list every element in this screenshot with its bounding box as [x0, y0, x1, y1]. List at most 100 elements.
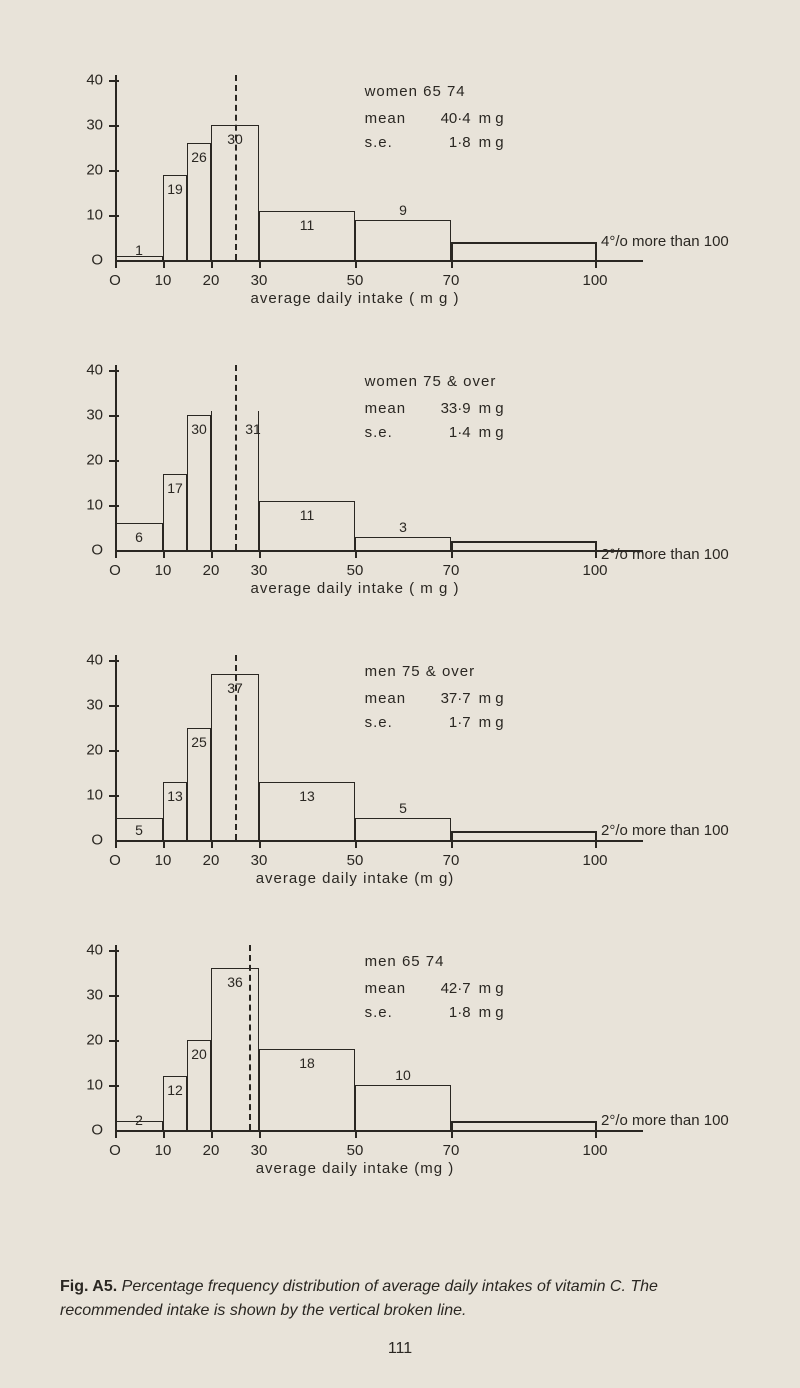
x-tick: [211, 550, 213, 558]
chart-stats: men 65 74mean42·7m gs.e.1·8m g: [365, 950, 504, 1024]
y-tick: [109, 170, 119, 172]
bar-value-label: 11: [300, 507, 315, 523]
y-tick-label: O: [91, 832, 109, 849]
histogram-bar: [451, 541, 595, 543]
y-tick-label: 10: [86, 497, 109, 514]
bar-value-label: 6: [135, 529, 143, 545]
bar-value-label: 17: [167, 480, 183, 496]
x-tick-label: O: [109, 852, 121, 869]
bar-value-label: 37: [227, 680, 243, 696]
x-tick: [163, 840, 165, 848]
x-tick-label: 100: [582, 852, 607, 869]
x-tick: [211, 1130, 213, 1138]
y-tick: [109, 370, 119, 372]
x-tick-label: 50: [347, 1142, 364, 1159]
histogram-chart: O10203040O1020305070100average daily int…: [75, 920, 755, 1180]
histogram-chart: O10203040O1020305070100average daily int…: [75, 50, 755, 310]
y-tick-label: O: [91, 1122, 109, 1139]
x-tick: [451, 840, 453, 848]
figure-caption: Fig. A5. Percentage frequency distributi…: [60, 1275, 740, 1323]
y-tick: [109, 795, 119, 797]
page-number: 111: [0, 1340, 800, 1358]
bar-value-label: 5: [135, 822, 143, 838]
x-axis-label: average daily intake ( m g ): [115, 580, 595, 597]
x-tick: [259, 1130, 261, 1138]
bar-value-label: 10: [395, 1067, 411, 1083]
histogram-bar: [211, 674, 259, 841]
tail-label: 4°/o more than 100: [601, 233, 729, 250]
group-title: women 65 74: [365, 80, 504, 103]
x-tick-label: 30: [251, 1142, 268, 1159]
x-tick-label: 100: [582, 272, 607, 289]
y-tick-label: 20: [86, 1032, 109, 1049]
tail-label: 2°/o more than 100: [601, 1112, 729, 1129]
y-tick: [109, 1040, 119, 1042]
bar-value-label: 2: [135, 1112, 143, 1128]
x-tick: [115, 1130, 117, 1138]
histogram-bar: [355, 818, 451, 841]
x-tick: [451, 1130, 453, 1138]
x-axis-label: average daily intake (m g): [115, 870, 595, 887]
x-tick: [115, 840, 117, 848]
bar-value-label: 18: [299, 1055, 315, 1071]
y-tick: [109, 750, 119, 752]
mean-row: mean33·9m g: [365, 397, 504, 420]
bar-value-label: 5: [399, 800, 407, 816]
se-row: s.e.1·7m g: [365, 711, 504, 734]
histogram-bar: [451, 242, 595, 244]
x-tick: [259, 550, 261, 558]
x-tick: [163, 550, 165, 558]
y-tick-label: 20: [86, 162, 109, 179]
x-tick-label: 100: [582, 1142, 607, 1159]
y-tick: [109, 125, 119, 127]
bar-value-label: 11: [300, 217, 315, 233]
bar-value-label: 13: [167, 788, 183, 804]
x-tick-label: 30: [251, 272, 268, 289]
y-tick: [109, 215, 119, 217]
x-tick: [211, 840, 213, 848]
bar-value-label: 36: [227, 974, 243, 990]
y-tick-label: 20: [86, 742, 109, 759]
histogram-bar: [451, 831, 595, 833]
histogram-bar: [595, 242, 597, 260]
x-tick-label: 70: [443, 1142, 460, 1159]
x-tick: [115, 260, 117, 268]
x-tick: [451, 260, 453, 268]
x-tick: [355, 1130, 357, 1138]
chart-stats: women 65 74mean40·4m gs.e.1·8m g: [365, 80, 504, 154]
chart-stats: men 75 & overmean37·7m gs.e.1·7m g: [365, 660, 504, 734]
chart-stats: women 75 & overmean33·9m gs.e.1·4m g: [365, 370, 504, 444]
y-axis: [115, 655, 117, 840]
bar-value-label: 26: [191, 149, 207, 165]
bar-value-label: 19: [167, 181, 183, 197]
group-title: men 65 74: [365, 950, 504, 973]
bar-value-label: 9: [399, 202, 407, 218]
x-tick-label: 50: [347, 562, 364, 579]
y-tick: [109, 80, 119, 82]
x-tick: [163, 1130, 165, 1138]
x-tick: [211, 260, 213, 268]
histogram-chart: O10203040O1020305070100average daily int…: [75, 340, 755, 600]
y-tick-label: 10: [86, 207, 109, 224]
y-tick-label: O: [91, 252, 109, 269]
x-tick: [595, 260, 597, 268]
x-tick: [259, 260, 261, 268]
x-tick-label: 20: [203, 562, 220, 579]
bar-value-label: 31: [245, 421, 261, 437]
histogram-bar: [355, 1085, 451, 1130]
x-tick: [163, 260, 165, 268]
bar-value-label: 20: [191, 1046, 207, 1062]
y-tick-label: 30: [86, 697, 109, 714]
y-tick: [109, 950, 119, 952]
y-tick-label: O: [91, 542, 109, 559]
x-tick-label: O: [109, 1142, 121, 1159]
x-axis-label: average daily intake (mg ): [115, 1160, 595, 1177]
bar-value-label: 1: [135, 242, 143, 258]
y-tick: [109, 660, 119, 662]
y-tick-label: 40: [86, 942, 109, 959]
x-tick: [115, 550, 117, 558]
se-row: s.e.1·8m g: [365, 1001, 504, 1024]
y-tick: [109, 995, 119, 997]
x-tick: [259, 840, 261, 848]
bar-value-label: 30: [191, 421, 207, 437]
